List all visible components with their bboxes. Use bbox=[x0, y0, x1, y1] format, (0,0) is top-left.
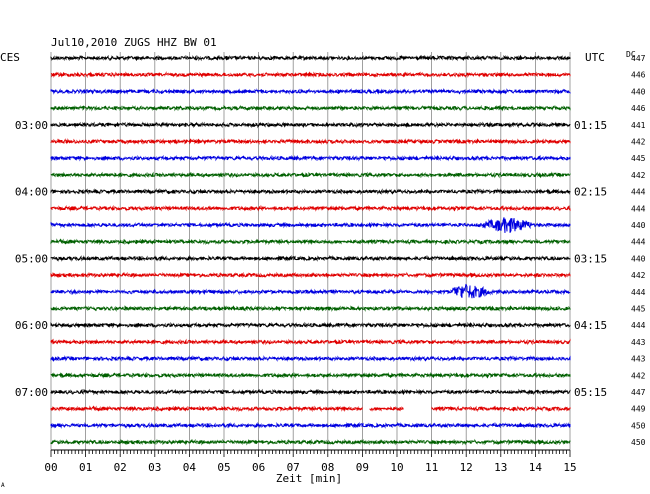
dc-value-label: 441 bbox=[631, 121, 646, 130]
dc-value-label: 449 bbox=[631, 405, 646, 414]
trace-row-2 bbox=[50, 87, 571, 95]
dc-value-label: 444 bbox=[631, 321, 646, 330]
x-tick-label: 11 bbox=[425, 461, 438, 474]
trace-lines bbox=[50, 54, 571, 446]
x-tick-label: 09 bbox=[356, 461, 369, 474]
x-tick-label: 15 bbox=[563, 461, 576, 474]
dc-value-label: 440 bbox=[631, 221, 646, 230]
trace-row-15 bbox=[50, 305, 571, 312]
x-tick-label: 10 bbox=[390, 461, 403, 474]
trace-row-13 bbox=[50, 271, 571, 279]
dc-value-label: 444 bbox=[631, 238, 646, 247]
trace-row-16 bbox=[50, 321, 571, 329]
trace-row-5 bbox=[50, 138, 571, 145]
row-labels: 03:00 04:00 05:00 06:00 07:00 01:15 02:15 03:15… bbox=[15, 54, 646, 447]
x-tick-label: 12 bbox=[460, 461, 473, 474]
dc-value-label: 447 bbox=[631, 54, 646, 63]
x-tick-label: 08 bbox=[321, 461, 334, 474]
x-tick-label: 07 bbox=[287, 461, 300, 474]
bottom-marker: A bbox=[1, 482, 5, 489]
right-hour-label: 04:15 bbox=[574, 319, 607, 332]
chart-title: Jul10,2010 ZUGS HHZ BW 01 bbox=[51, 36, 217, 49]
dc-value-label: 442 bbox=[631, 171, 646, 180]
left-hour-label: 03:00 bbox=[15, 119, 48, 132]
right-hour-label: 03:15 bbox=[574, 252, 607, 265]
x-tick-label: 04 bbox=[183, 461, 197, 474]
dc-value-label: 450 bbox=[631, 438, 646, 447]
dc-value-label: 450 bbox=[631, 421, 646, 430]
x-axis: 00 01 02 03 04 05 06 07 08 09 10 11 12 13 14 15 bbox=[44, 449, 577, 474]
dc-value-label: 446 bbox=[631, 71, 646, 80]
x-tick-label: 00 bbox=[44, 461, 57, 474]
dc-value-label: 446 bbox=[631, 104, 646, 113]
left-hour-label: 05:00 bbox=[15, 252, 48, 265]
trace-row-18 bbox=[50, 355, 571, 363]
dc-value-label: 440 bbox=[631, 87, 646, 96]
x-tick-label: 14 bbox=[529, 461, 543, 474]
left-timezone-label: CES bbox=[0, 51, 20, 64]
trace-row-3 bbox=[50, 104, 571, 112]
x-tick-label: 05 bbox=[217, 461, 230, 474]
dc-value-label: 444 bbox=[631, 188, 646, 197]
dc-value-label: 443 bbox=[631, 355, 646, 364]
trace-row-0 bbox=[50, 54, 571, 62]
right-hour-label: 05:15 bbox=[574, 386, 607, 399]
trace-row-6 bbox=[50, 154, 571, 162]
left-hour-label: 06:00 bbox=[15, 319, 48, 332]
trace-row-10 bbox=[50, 217, 571, 233]
trace-row-23 bbox=[50, 438, 571, 446]
trace-row-22 bbox=[50, 421, 571, 429]
dc-value-label: 444 bbox=[631, 204, 646, 213]
left-hour-label: 07:00 bbox=[15, 386, 48, 399]
x-tick-label: 03 bbox=[148, 461, 161, 474]
x-tick-label: 13 bbox=[494, 461, 507, 474]
trace-row-4 bbox=[50, 121, 571, 129]
trace-row-11 bbox=[50, 238, 571, 246]
trace-row-1 bbox=[50, 71, 571, 79]
left-hour-label: 04:00 bbox=[15, 186, 48, 199]
dc-value-label: 444 bbox=[631, 288, 646, 297]
dc-value-label: 445 bbox=[631, 154, 646, 163]
grid-lines bbox=[50, 52, 571, 450]
dc-value-label: 442 bbox=[631, 138, 646, 147]
trace-row-21 bbox=[50, 405, 571, 413]
dc-value-label: 442 bbox=[631, 371, 646, 380]
trace-row-9 bbox=[50, 204, 571, 212]
trace-row-8 bbox=[50, 188, 571, 195]
x-tick-label: 02 bbox=[114, 461, 127, 474]
dc-value-label: 443 bbox=[631, 338, 646, 347]
trace-row-7 bbox=[50, 171, 571, 179]
trace-row-20 bbox=[50, 388, 571, 396]
right-timezone-label: UTC bbox=[585, 51, 605, 64]
trace-row-14 bbox=[50, 283, 571, 299]
dc-value-label: 440 bbox=[631, 254, 646, 263]
right-hour-label: 01:15 bbox=[574, 119, 607, 132]
dc-value-label: 445 bbox=[631, 305, 646, 314]
x-tick-label: 06 bbox=[252, 461, 265, 474]
trace-row-19 bbox=[50, 371, 571, 379]
dc-value-label: 442 bbox=[631, 271, 646, 280]
trace-row-17 bbox=[50, 338, 571, 346]
x-tick-label: 01 bbox=[79, 461, 92, 474]
dc-header-label: DC bbox=[626, 50, 636, 59]
right-hour-label: 02:15 bbox=[574, 186, 607, 199]
dc-value-label: 447 bbox=[631, 388, 646, 397]
x-axis-label: Zeit [min] bbox=[276, 472, 342, 485]
trace-row-12 bbox=[50, 254, 571, 262]
